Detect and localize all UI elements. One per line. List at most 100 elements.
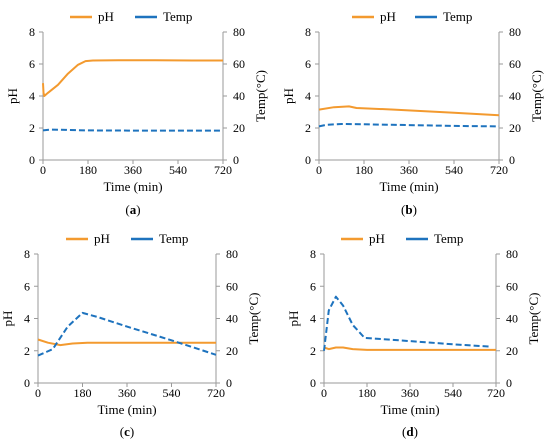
x-tick-label: 360: [124, 163, 142, 177]
y-left-tick-label: 6: [24, 279, 30, 293]
y-left-axis-title: pH: [281, 88, 296, 104]
y-left-tick-label: 2: [24, 344, 30, 358]
y-right-tick-label: 40: [509, 89, 521, 103]
series-line-temp: [323, 295, 492, 351]
y-right-tick-label: 80: [233, 25, 245, 39]
x-tick-label: 720: [487, 386, 505, 400]
legend-temp-label: Temp: [163, 9, 192, 24]
y-right-tick-label: 80: [506, 247, 518, 261]
panel-caption-letter: d: [406, 424, 414, 439]
panel-caption-letter: a: [130, 202, 137, 217]
series-line-ph: [37, 338, 216, 347]
legend-ph-label: pH: [94, 231, 110, 246]
y-left-tick-label: 2: [305, 121, 311, 135]
y-right-tick-label: 80: [509, 25, 521, 39]
x-axis-title: Time (min): [379, 179, 438, 194]
series-line-ph: [323, 346, 496, 351]
x-tick-label: 540: [163, 386, 181, 400]
x-axis-title: Time (min): [97, 402, 156, 417]
y-left-tick-label: 4: [24, 312, 30, 326]
y-right-tick-label: 0: [506, 376, 512, 390]
y-left-tick-label: 4: [310, 312, 316, 326]
panel-caption: (c): [120, 424, 134, 439]
x-tick-label: 720: [490, 163, 508, 177]
y-right-tick-label: 60: [233, 57, 245, 71]
y-left-tick-label: 0: [305, 153, 311, 167]
y-left-tick-label: 8: [310, 247, 316, 261]
x-tick-label: 540: [169, 163, 187, 177]
x-tick-label: 0: [316, 163, 322, 177]
y-left-tick-label: 0: [310, 376, 316, 390]
y-right-tick-label: 40: [506, 312, 518, 326]
y-left-tick-label: 6: [29, 57, 35, 71]
y-right-axis-title: Temp(°C): [253, 70, 268, 122]
y-left-axis-title: pH: [286, 311, 301, 327]
y-right-tick-label: 60: [509, 57, 521, 71]
y-right-tick-label: 20: [509, 121, 521, 135]
y-left-axis-title: pH: [0, 311, 15, 327]
x-tick-label: 540: [444, 386, 462, 400]
x-tick-label: 720: [207, 386, 225, 400]
y-left-tick-label: 4: [29, 89, 35, 103]
legend-temp-label: Temp: [443, 9, 472, 24]
y-right-axis-title: Temp(°C): [246, 293, 261, 345]
y-left-tick-label: 8: [305, 25, 311, 39]
x-tick-label: 0: [40, 163, 46, 177]
y-left-tick-label: 4: [305, 89, 311, 103]
legend-ph-label: pH: [369, 231, 385, 246]
y-right-tick-label: 80: [226, 247, 238, 261]
series-line-temp: [42, 128, 223, 132]
y-right-tick-label: 0: [233, 153, 239, 167]
panel-caption: (b): [401, 202, 417, 217]
x-tick-label: 180: [79, 163, 97, 177]
y-right-tick-label: 60: [226, 279, 238, 293]
panel-caption: (d): [402, 424, 418, 439]
y-right-tick-label: 20: [233, 121, 245, 135]
y-right-tick-label: 0: [509, 153, 515, 167]
y-right-tick-label: 0: [226, 376, 232, 390]
x-tick-label: 0: [321, 386, 327, 400]
y-right-axis-title: Temp(°C): [529, 70, 544, 122]
x-axis-title: Time (min): [103, 179, 162, 194]
y-left-tick-label: 2: [310, 344, 316, 358]
y-left-tick-label: 2: [29, 121, 35, 135]
panel-caption: (a): [125, 202, 140, 217]
series-line-ph: [318, 105, 500, 117]
y-right-tick-label: 40: [233, 89, 245, 103]
x-tick-label: 180: [355, 163, 373, 177]
x-tick-label: 180: [74, 386, 92, 400]
x-tick-label: 540: [445, 163, 463, 177]
legend-temp-label: Temp: [159, 231, 188, 246]
legend-ph-label: pH: [98, 9, 114, 24]
y-left-tick-label: 8: [29, 25, 35, 39]
panel-caption-letter: c: [124, 424, 130, 439]
legend-ph-label: pH: [380, 9, 396, 24]
panel-caption-letter: b: [405, 202, 412, 217]
x-tick-label: 360: [401, 386, 419, 400]
series-line-ph: [42, 59, 223, 97]
y-right-tick-label: 20: [506, 344, 518, 358]
y-right-tick-label: 40: [226, 312, 238, 326]
legend-temp-label: Temp: [434, 231, 463, 246]
y-right-axis-title: Temp(°C): [526, 293, 541, 345]
series-line-temp: [37, 311, 217, 357]
x-tick-label: 360: [400, 163, 418, 177]
y-left-tick-label: 0: [29, 153, 35, 167]
x-tick-label: 180: [358, 386, 376, 400]
x-tick-label: 360: [118, 386, 136, 400]
y-left-tick-label: 6: [305, 57, 311, 71]
series-line-temp: [318, 123, 500, 128]
x-tick-label: 720: [214, 163, 232, 177]
y-left-tick-label: 0: [24, 376, 30, 390]
y-right-tick-label: 20: [226, 344, 238, 358]
x-axis-title: Time (min): [380, 402, 439, 417]
y-right-tick-label: 60: [506, 279, 518, 293]
y-left-axis-title: pH: [5, 88, 20, 104]
y-left-tick-label: 8: [24, 247, 30, 261]
x-tick-label: 0: [35, 386, 41, 400]
